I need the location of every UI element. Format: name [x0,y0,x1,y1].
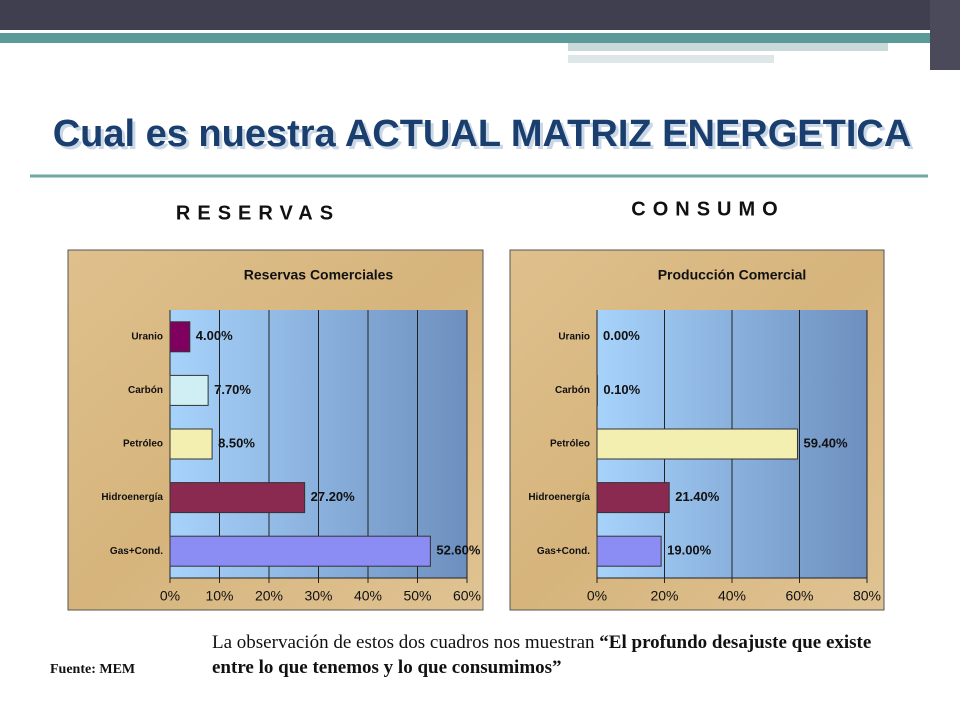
top-stripe [0,33,960,43]
x-tick-label: 0% [587,588,607,604]
category-label: Uranio [131,331,163,342]
x-tick-label: 40% [718,588,746,604]
value-label: 4.00% [196,328,233,343]
bar [597,429,797,459]
value-label: 19.00% [667,543,712,558]
bar [170,375,208,405]
category-label: Petróleo [550,439,590,450]
category-label: Petróleo [123,439,163,450]
value-label: 7.70% [214,382,251,397]
bar [170,483,305,513]
note-text: La observación de estos dos cuadros nos … [212,632,599,653]
value-label: 59.40% [803,435,848,450]
category-label: Hidroenergía [528,492,590,503]
value-label: 27.20% [311,489,356,504]
top-accent [568,43,888,51]
note: La observación de estos dos cuadros nos … [212,630,912,680]
x-tick-label: 20% [650,588,678,604]
x-tick-label: 30% [304,588,332,604]
value-label: 21.40% [675,489,720,504]
value-label: 0.10% [603,382,640,397]
category-label: Gas+Cond. [110,546,163,557]
category-label: Hidroenergía [101,492,163,503]
x-tick-label: 60% [453,588,481,604]
x-tick-label: 10% [205,588,233,604]
bar [170,429,212,459]
bar [170,322,190,352]
x-tick-label: 0% [160,588,180,604]
category-label: Carbón [128,385,163,396]
x-tick-label: 40% [354,588,382,604]
value-label: 8.50% [218,435,255,450]
bar [597,483,669,513]
x-tick-label: 60% [785,588,813,604]
value-label: 0.00% [603,328,640,343]
bar [170,536,430,566]
right-heading: CONSUMO [631,198,784,220]
category-label: Uranio [558,331,590,342]
x-tick-label: 20% [255,588,283,604]
source: Fuente: MEM [50,662,135,677]
slide-title: Cual es nuestra ACTUAL MATRIZ ENERGETICA [53,113,912,155]
note-box: La observación de estos dos cuadros nos … [212,630,912,690]
chart-title: Producción Comercial [658,267,807,283]
left-heading: RESERVAS [176,202,340,224]
corner-lines [930,0,960,70]
bar [597,536,661,566]
x-tick-label: 80% [853,588,881,604]
value-label: 52.60% [436,543,481,558]
top-accent [568,55,774,63]
x-tick-label: 50% [403,588,431,604]
category-label: Gas+Cond. [537,546,590,557]
top-band [0,0,960,30]
chart-title: Reservas Comerciales [244,267,394,283]
category-label: Carbón [555,385,590,396]
